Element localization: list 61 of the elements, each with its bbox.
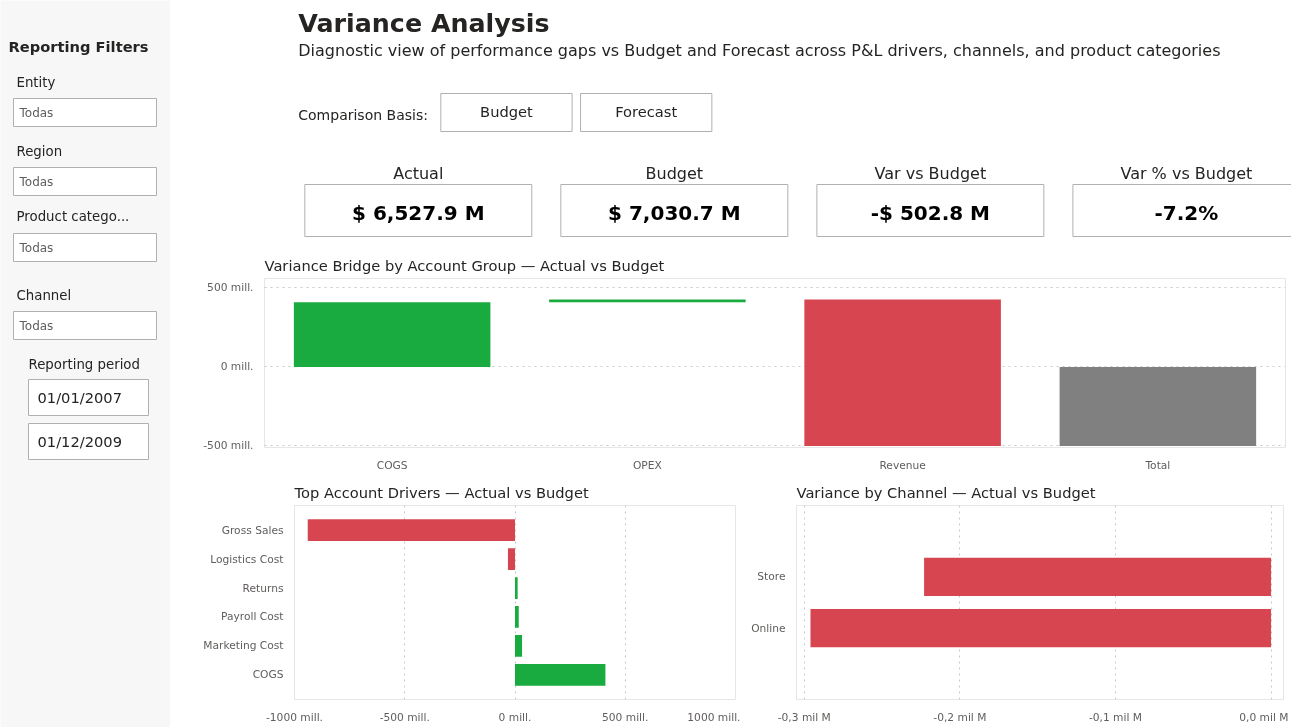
x-tick-label: -500 mill. — [379, 710, 430, 724]
x-tick-label: OPEX — [632, 458, 662, 472]
x-tick-label: -1000 mill. — [266, 710, 324, 724]
bar — [307, 519, 515, 541]
text: Comparison Basis: — [298, 106, 428, 123]
text: Todas — [18, 174, 54, 189]
bar — [804, 299, 1001, 447]
bar — [515, 664, 606, 686]
text: 01/12/2009 — [37, 433, 122, 450]
chart-title: Variance by Channel — Actual vs Budget — [796, 483, 1096, 501]
x-tick-label: 0,0 mil M — [1239, 710, 1289, 724]
text: Budget — [645, 164, 704, 183]
y-tick-label: Store — [757, 570, 786, 584]
text: 01/01/2007 — [37, 389, 122, 406]
x-tick-label: 500 mill. — [602, 710, 649, 724]
chart-title: Top Account Drivers — Actual vs Budget — [293, 483, 589, 501]
text: $ 7,030.7 M — [608, 200, 741, 225]
x-tick-label: -0,1 mil M — [1088, 710, 1143, 724]
x-tick-label: Total — [1144, 458, 1171, 472]
y-tick-label: 500 mill. — [207, 281, 254, 295]
y-tick-label: Gross Sales — [221, 523, 284, 537]
bar — [507, 548, 515, 570]
y-tick-label: Returns — [242, 581, 284, 595]
text: Todas — [18, 105, 54, 120]
bar — [293, 302, 491, 367]
x-tick-label: -0,3 mil M — [777, 710, 831, 724]
text: Var vs Budget — [874, 164, 987, 183]
text: Forecast — [615, 103, 678, 120]
text: Todas — [18, 240, 54, 255]
y-tick-label: -500 mill. — [203, 439, 254, 453]
y-tick-label: COGS — [252, 668, 284, 682]
text: Channel — [16, 288, 72, 303]
text: -$ 502.8 M — [870, 200, 991, 225]
text: Region — [16, 144, 63, 159]
y-tick-label: Logistics Cost — [210, 552, 284, 566]
y-tick-label: Payroll Cost — [221, 610, 284, 624]
x-tick-label: 1000 mill. — [687, 710, 741, 724]
bar — [515, 635, 523, 657]
text: Actual — [393, 164, 444, 183]
x-tick-label: Revenue — [879, 458, 926, 472]
x-tick-label: COGS — [376, 458, 408, 472]
text: Reporting Filters — [8, 38, 149, 55]
bar — [515, 606, 519, 628]
text: Diagnostic view of performance gaps vs Budget and Forecast across P&L drivers, channels, and product categories — [298, 41, 1221, 60]
text: Todas — [18, 318, 54, 333]
bar — [1059, 366, 1257, 447]
y-tick-label: Marketing Cost — [203, 639, 284, 653]
text: Budget — [480, 103, 534, 120]
text: $ 6,527.9 M — [352, 200, 485, 225]
text: Entity — [16, 75, 56, 90]
chart-title: Variance Bridge by Account Group — Actual vs Budget — [264, 256, 665, 274]
bar — [515, 577, 518, 599]
x-tick-label: 0 mill. — [498, 710, 532, 724]
text: Var % vs Budget — [1120, 164, 1253, 183]
text: Product catego... — [16, 209, 130, 224]
y-tick-label: 0 mill. — [220, 360, 254, 374]
text: Reporting period — [28, 357, 140, 372]
x-tick-label: -0,2 mil M — [933, 710, 987, 724]
y-tick-label: Online — [751, 621, 786, 635]
text: -7.2% — [1154, 200, 1219, 225]
text: Variance Analysis — [298, 7, 550, 38]
